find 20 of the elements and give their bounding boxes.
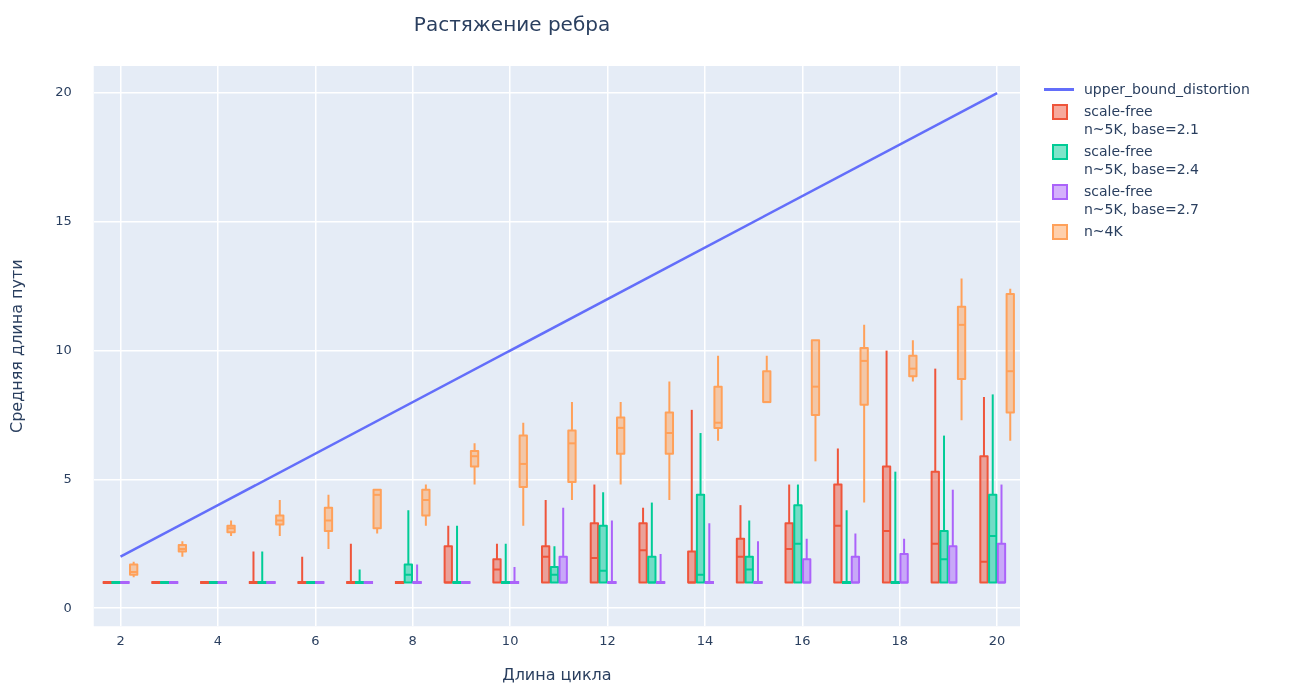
x-tick-label: 10: [501, 633, 519, 649]
legend-label: upper_bound_distortion: [1084, 80, 1250, 98]
chart-title: Растяжение ребра: [413, 12, 611, 37]
y-tick-label: 5: [63, 470, 72, 486]
y-tick-label: 10: [55, 341, 72, 357]
y-axis-title: Средняя длина пути: [6, 259, 26, 433]
y-tick-label: 20: [55, 84, 72, 100]
legend-label: n~4K: [1084, 222, 1123, 240]
x-tick-label: 2: [116, 633, 125, 649]
x-tick-label: 6: [311, 633, 320, 649]
y-tick-label: 0: [63, 599, 72, 615]
y-tick-label: 15: [55, 213, 72, 229]
x-tick-label: 16: [794, 633, 811, 649]
x-tick-label: 8: [408, 633, 417, 649]
x-tick-label: 20: [988, 633, 1006, 649]
x-tick-label: 12: [599, 633, 616, 649]
x-tick-label: 18: [891, 633, 908, 649]
x-tick-label: 4: [213, 633, 223, 649]
x-tick-label: 14: [696, 633, 714, 649]
x-axis-title: Длина цикла: [502, 664, 612, 684]
